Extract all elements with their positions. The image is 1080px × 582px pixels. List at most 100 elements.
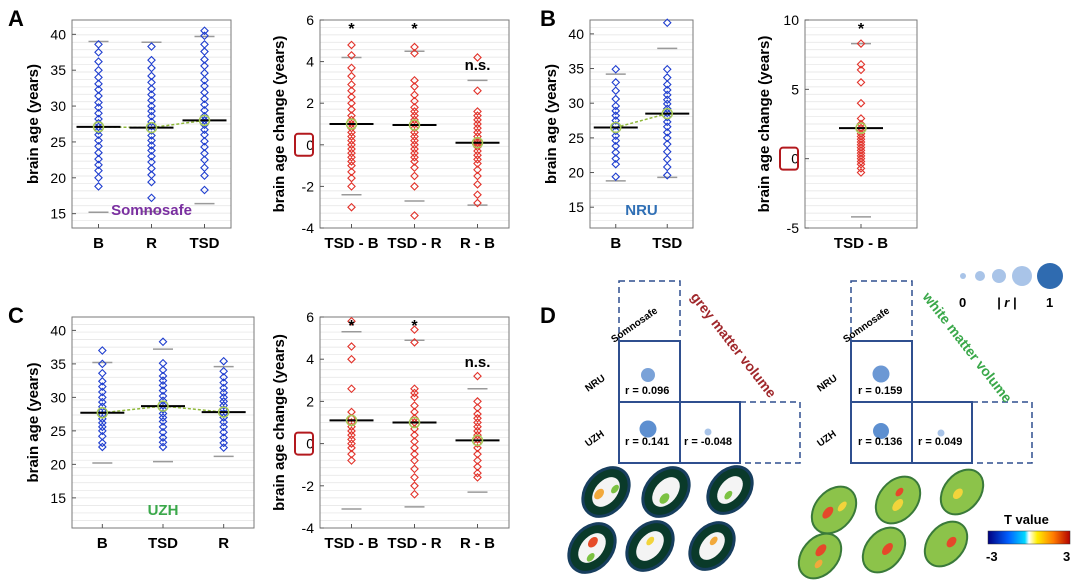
grey-matter-title: grey matter volume	[688, 289, 780, 401]
data-point	[410, 140, 419, 150]
data-point	[662, 112, 672, 122]
data-point	[147, 146, 156, 155]
colorbar-gradient	[987, 530, 1071, 545]
data-point	[147, 95, 156, 105]
data-point	[662, 127, 672, 137]
data-point	[410, 325, 419, 335]
data-point	[158, 401, 168, 410]
data-point	[158, 376, 168, 386]
data-point	[219, 443, 229, 452]
x-tick-label: R - B	[460, 535, 495, 552]
mean-marker	[408, 119, 421, 131]
data-point	[856, 137, 866, 147]
data-point	[662, 154, 672, 164]
data-point	[473, 462, 482, 472]
data-point	[147, 55, 156, 65]
data-point	[611, 148, 621, 157]
legend-circle	[960, 273, 966, 279]
data-point	[97, 368, 107, 378]
data-point	[158, 442, 168, 452]
y-tick-label: 40	[50, 322, 66, 338]
data-point	[856, 143, 866, 152]
mean-connector-line	[98, 126, 152, 129]
chart-a-brain-age: 15 20 25 30 35 40 B R TSD brain age (years) Somnos…	[25, 19, 232, 252]
data-point	[158, 405, 168, 414]
y-axis-label: brain age change (years)	[756, 36, 773, 213]
y-tick-label: 20	[50, 170, 66, 186]
data-point	[200, 163, 209, 173]
y-tick-label: 4	[306, 351, 314, 367]
data-point	[410, 123, 419, 133]
y-axis-label: brain age change (years)	[271, 36, 288, 213]
data-point	[147, 90, 156, 99]
data-point	[347, 152, 356, 162]
brain-slice	[706, 465, 754, 515]
data-point	[200, 171, 209, 181]
mean-marker	[198, 114, 211, 127]
y-tick-label: 6	[306, 309, 314, 325]
site-label-somnosafe: Somnosafe	[609, 305, 660, 345]
data-point	[347, 136, 356, 146]
data-point	[94, 108, 103, 118]
significance-label: n.s.	[465, 57, 491, 74]
data-point	[410, 102, 419, 112]
corr-circle	[641, 368, 655, 382]
data-point	[410, 107, 419, 116]
y-tick-label: 0	[306, 137, 314, 153]
data-point	[662, 73, 672, 82]
data-point	[347, 167, 356, 177]
x-tick-label: TSD - R	[387, 235, 441, 252]
data-point	[473, 119, 482, 129]
data-point	[856, 78, 866, 87]
brain-slices-white-matter	[797, 468, 985, 580]
chart-a-brain-age-change: -4 -2 0 2 4 6 TSD - B TSD - R R - B brain age cha…	[271, 12, 510, 252]
data-point	[856, 148, 866, 158]
x-tick-label: TSD - B	[324, 235, 378, 252]
data-point	[347, 354, 356, 364]
x-tick-label: TSD - B	[324, 535, 378, 552]
data-point	[473, 456, 482, 465]
data-point	[473, 136, 482, 146]
data-point	[473, 86, 482, 96]
data-point	[410, 148, 419, 158]
data-point	[347, 173, 356, 183]
y-tick-label: -5	[787, 220, 800, 236]
site-label-nru: NRU	[815, 373, 839, 394]
data-point	[473, 138, 482, 148]
data-point	[147, 42, 156, 51]
data-point	[410, 388, 419, 398]
data-point	[200, 100, 209, 110]
data-point	[158, 365, 168, 375]
r-size-legend: 0 | r | 1	[959, 263, 1063, 310]
zero-highlight-box	[294, 431, 314, 456]
data-point	[662, 64, 672, 74]
data-point	[200, 31, 209, 41]
panel-label-d: D	[540, 303, 556, 328]
data-point	[410, 96, 419, 106]
data-point	[347, 86, 356, 96]
brain-slices-grey-matter	[567, 465, 754, 574]
data-point	[856, 123, 866, 133]
y-axis-label: brain age (years)	[25, 64, 42, 184]
data-point	[473, 397, 482, 406]
data-point	[473, 190, 482, 200]
data-point	[158, 380, 168, 390]
data-point	[473, 150, 482, 160]
data-point	[856, 65, 866, 75]
data-point	[94, 65, 103, 75]
data-point	[94, 182, 103, 191]
panel-label-b: B	[540, 6, 556, 31]
mean-marker	[217, 406, 230, 418]
data-point	[662, 99, 672, 109]
data-point	[473, 403, 482, 413]
legend-circle	[975, 271, 985, 281]
data-point	[147, 63, 156, 73]
y-tick-label: 30	[568, 95, 584, 111]
y-tick-label: 25	[50, 134, 66, 150]
data-point	[856, 132, 866, 141]
data-point	[219, 397, 229, 406]
mean-marker	[345, 414, 358, 427]
data-point	[473, 165, 482, 175]
data-point	[410, 456, 419, 465]
